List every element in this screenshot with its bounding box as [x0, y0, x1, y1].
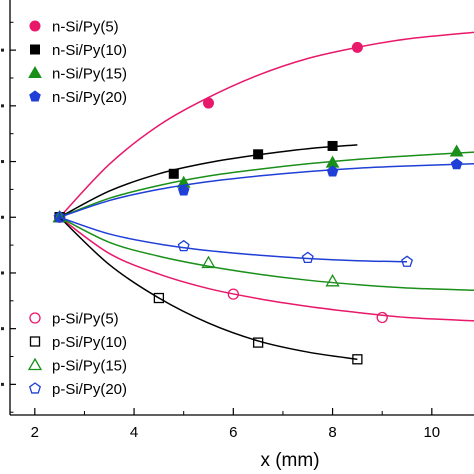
y-tick-label-fragment: [1, 48, 4, 52]
legend-label: p-Si/Py(10): [52, 334, 127, 351]
series-4: [53, 211, 474, 324]
data-point: [227, 288, 239, 300]
data-point: [326, 165, 339, 177]
legend-label: p-Si/Py(5): [52, 311, 119, 328]
series-6: [52, 209, 474, 291]
plot-area: [52, 31, 474, 365]
x-tick-label: 2: [31, 424, 39, 441]
data-point: [450, 158, 463, 170]
fit-curve: [59, 163, 474, 218]
fit-curve: [59, 151, 474, 218]
series-7: [53, 210, 414, 267]
legend-label: p-Si/Py(20): [52, 381, 127, 398]
legend-marker: [29, 382, 41, 394]
legend-bottom-left: p-Si/Py(5) p-Si/Py(10) p-Si/Py(15) p-Si/Py(…: [27, 311, 127, 398]
series-0: [54, 31, 474, 223]
legend-label: n-Si/Py(20): [52, 89, 127, 106]
y-tick-label-fragment: [1, 271, 4, 275]
y-tick-label-fragment: [1, 104, 4, 108]
legend-marker: [30, 44, 40, 55]
y-tick-label-fragment: [1, 327, 4, 331]
y-tick-label-fragment: [1, 160, 4, 164]
fit-curve: [59, 144, 358, 218]
data-point: [177, 184, 190, 196]
fit-curve: [59, 216, 358, 361]
y-tick-label-fragment: [1, 382, 4, 386]
data-point: [203, 97, 215, 109]
x-tick-label: 6: [229, 424, 237, 441]
fit-curve: [59, 31, 474, 218]
data-point: [376, 311, 388, 324]
x-axis-title: x (mm): [260, 450, 319, 471]
legend-marker: [29, 336, 41, 347]
data-point: [401, 255, 414, 267]
legend-marker: [29, 90, 41, 102]
x-tick-label: 4: [130, 424, 138, 441]
y-tick-label-fragment: [1, 215, 4, 219]
data-point: [449, 144, 464, 157]
legend-label: n-Si/Py(10): [52, 42, 127, 59]
legend-marker: [29, 20, 41, 32]
data-point: [168, 168, 179, 179]
legend-marker: [29, 312, 41, 324]
data-point: [252, 337, 264, 348]
data-point: [153, 292, 165, 304]
legend-top-left: n-Si/Py(5) n-Si/Py(10) n-Si/Py(15) n-Si/Py(…: [28, 19, 127, 106]
legend-label: n-Si/Py(15): [52, 66, 127, 83]
data-point: [352, 354, 363, 365]
legend-marker: [27, 357, 43, 371]
data-point: [327, 140, 338, 151]
data-point: [201, 255, 216, 269]
fit-curve: [59, 216, 408, 263]
x-tick-label: 10: [423, 424, 440, 441]
fit-curve: [59, 216, 474, 291]
data-point: [325, 273, 340, 287]
data-point: [351, 41, 363, 53]
data-point: [53, 210, 66, 223]
fit-curve: [59, 216, 474, 322]
x-tick-label: 8: [328, 424, 336, 441]
legend-marker: [28, 65, 42, 78]
legend-label: p-Si/Py(15): [52, 358, 127, 375]
data-point: [301, 251, 314, 264]
data-point: [177, 239, 190, 252]
legend-label: n-Si/Py(5): [52, 19, 119, 36]
data-point: [253, 149, 264, 160]
